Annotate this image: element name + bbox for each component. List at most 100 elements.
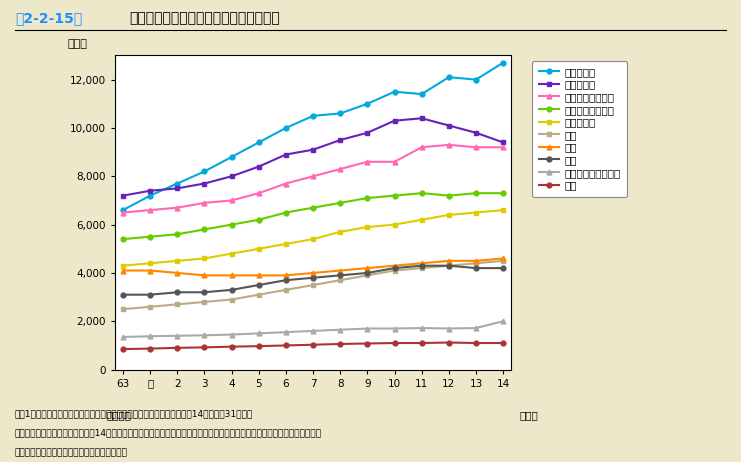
鉱山・金属（材料） bbox=[308, 328, 317, 334]
電気・通信 bbox=[308, 113, 317, 119]
生物 bbox=[119, 306, 127, 312]
電気・通信 bbox=[363, 101, 372, 107]
鉱山・金属（材料） bbox=[282, 329, 290, 335]
農林・獣医・畜産 bbox=[200, 200, 209, 206]
生物 bbox=[282, 287, 290, 292]
電気・通信 bbox=[471, 77, 480, 82]
電気・通信 bbox=[119, 207, 127, 213]
生物 bbox=[471, 261, 480, 266]
農林・獣医・畜産 bbox=[499, 145, 508, 150]
電気・通信 bbox=[282, 125, 290, 131]
薬学 bbox=[417, 261, 426, 266]
Text: （年）: （年） bbox=[519, 410, 538, 420]
電気・通信 bbox=[336, 111, 345, 116]
化学 bbox=[363, 270, 372, 276]
機械・船舶・航空 bbox=[390, 193, 399, 198]
水産 bbox=[363, 341, 372, 346]
Line: 電気・通信: 電気・通信 bbox=[121, 60, 505, 213]
農林・獣医・畜産 bbox=[390, 159, 399, 164]
薬学 bbox=[227, 273, 236, 278]
鉱山・金属（材料） bbox=[471, 325, 480, 331]
生物 bbox=[254, 292, 263, 298]
電気・通信 bbox=[173, 181, 182, 186]
数学・物理 bbox=[445, 123, 453, 128]
薬学 bbox=[471, 258, 480, 264]
水産 bbox=[445, 340, 453, 345]
土木・建築 bbox=[173, 258, 182, 264]
水産 bbox=[471, 340, 480, 346]
土木・建築 bbox=[471, 210, 480, 215]
農林・獣医・畜産 bbox=[445, 142, 453, 148]
農林・獣医・畜産 bbox=[282, 181, 290, 186]
生物 bbox=[363, 273, 372, 278]
水産 bbox=[254, 343, 263, 349]
薬学 bbox=[173, 270, 182, 276]
薬学 bbox=[308, 270, 317, 276]
土木・建築 bbox=[445, 212, 453, 218]
化学 bbox=[119, 292, 127, 298]
数学・物理 bbox=[308, 147, 317, 152]
機械・船舶・航空 bbox=[254, 217, 263, 223]
水産 bbox=[173, 345, 182, 351]
機械・船舶・航空 bbox=[227, 222, 236, 227]
数学・物理 bbox=[336, 137, 345, 143]
電気・通信 bbox=[417, 91, 426, 97]
鉱山・金属（材料） bbox=[119, 334, 127, 340]
機械・船舶・航空 bbox=[146, 234, 155, 239]
薬学 bbox=[363, 265, 372, 271]
生物 bbox=[227, 297, 236, 302]
機械・船舶・航空 bbox=[308, 205, 317, 211]
農林・獣医・畜産 bbox=[173, 205, 182, 211]
化学 bbox=[308, 275, 317, 280]
Line: 鉱山・金属（材料）: 鉱山・金属（材料） bbox=[121, 319, 505, 340]
生物 bbox=[200, 299, 209, 305]
Text: （人）: （人） bbox=[67, 39, 87, 49]
電気・通信 bbox=[499, 60, 508, 66]
農林・獣医・畜産 bbox=[119, 210, 127, 215]
化学 bbox=[499, 265, 508, 271]
Line: 生物: 生物 bbox=[121, 258, 505, 311]
Text: 昭和平成: 昭和平成 bbox=[107, 410, 132, 420]
生物 bbox=[146, 304, 155, 310]
土木・建築 bbox=[390, 222, 399, 227]
鉱山・金属（材料） bbox=[417, 325, 426, 331]
鉱山・金属（材料） bbox=[146, 334, 155, 339]
土木・建築 bbox=[308, 237, 317, 242]
水産 bbox=[336, 341, 345, 347]
電気・通信 bbox=[227, 154, 236, 160]
数学・物理 bbox=[254, 164, 263, 170]
電気・通信 bbox=[445, 74, 453, 80]
水産 bbox=[282, 343, 290, 348]
農林・獣医・畜産 bbox=[336, 166, 345, 172]
生物 bbox=[417, 265, 426, 271]
農林・獣医・畜産 bbox=[146, 207, 155, 213]
農林・獣医・畜産 bbox=[254, 190, 263, 196]
薬学 bbox=[499, 255, 508, 261]
Legend: 電気・通信, 数学・物理, 農林・獣医・畜産, 機械・船舶・航空, 土木・建築, 生物, 薬学, 化学, 鉱山・金属（材料）, 水産: 電気・通信, 数学・物理, 農林・獣医・畜産, 機械・船舶・航空, 土木・建築,… bbox=[532, 61, 627, 197]
生物 bbox=[390, 268, 399, 274]
化学 bbox=[471, 265, 480, 271]
Text: 大学等の専門別研究者数の推移（詳細）: 大学等の専門別研究者数の推移（詳細） bbox=[130, 12, 280, 25]
化学 bbox=[417, 263, 426, 268]
水産 bbox=[308, 342, 317, 347]
水産 bbox=[499, 340, 508, 346]
Text: 注）1．各年次とも自然科学のみの４月１日現在の値である（ただし平成14年は３月31日）。: 注）1．各年次とも自然科学のみの４月１日現在の値である（ただし平成14年は３月3… bbox=[15, 409, 253, 418]
化学 bbox=[146, 292, 155, 298]
土木・建築 bbox=[200, 255, 209, 261]
薬学 bbox=[336, 268, 345, 274]
電気・通信 bbox=[390, 89, 399, 94]
化学 bbox=[227, 287, 236, 292]
機械・船舶・航空 bbox=[445, 193, 453, 198]
Line: 化学: 化学 bbox=[121, 263, 505, 297]
電気・通信 bbox=[146, 193, 155, 198]
土木・建築 bbox=[119, 263, 127, 268]
化学 bbox=[336, 273, 345, 278]
Line: 薬学: 薬学 bbox=[121, 256, 505, 278]
土木・建築 bbox=[363, 224, 372, 230]
鉱山・金属（材料） bbox=[363, 326, 372, 331]
薬学 bbox=[445, 258, 453, 264]
土木・建築 bbox=[227, 251, 236, 256]
農林・獣医・畜産 bbox=[308, 174, 317, 179]
Line: 数学・物理: 数学・物理 bbox=[121, 116, 505, 198]
機械・船舶・航空 bbox=[417, 190, 426, 196]
